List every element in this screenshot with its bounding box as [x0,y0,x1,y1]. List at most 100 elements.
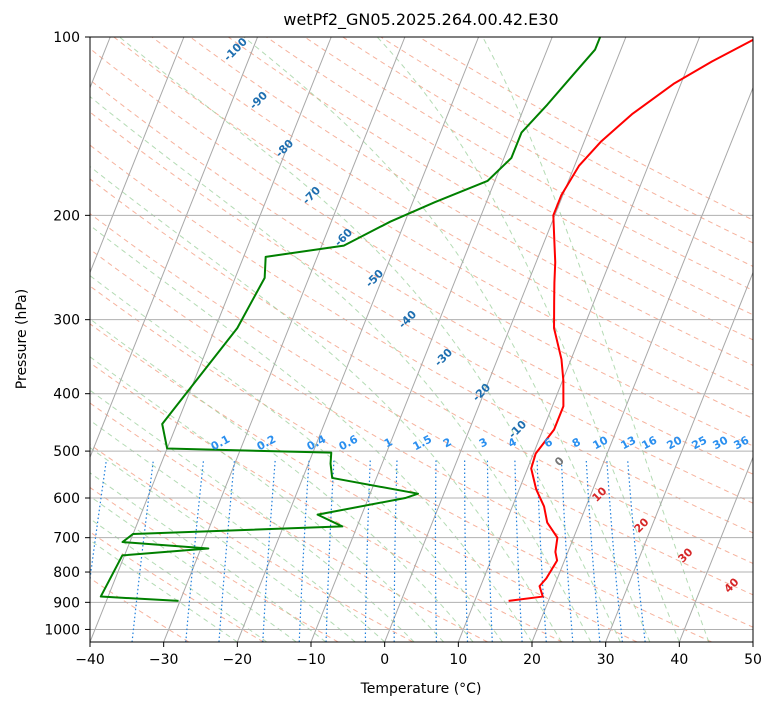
plot-frame [89,36,754,643]
mixing-ratio-label: 0.2 [255,433,278,454]
dry-adiabat-line [90,531,264,642]
isotherm-line [752,640,753,642]
dry-adiabat-line [90,285,712,642]
mixing-ratio-line [90,460,107,584]
y-tick-label: 600 [53,491,80,507]
moist-adiabat-line [243,37,651,642]
isotherm-line [90,37,185,274]
dry-adiabat-line [90,213,753,596]
adiabat-label: -60 [332,226,355,249]
mixing-ratio-line [364,460,371,642]
x-tick-label: 10 [449,652,467,668]
x-tick-label: −10 [296,652,326,668]
y-tick-label: 200 [53,208,80,224]
chart-title: wetPf2_GN05.2025.264.00.42.E30 [283,10,558,30]
isotherm-line [605,271,753,642]
adiabat-label: -50 [363,267,386,290]
mixing-ratio-line [486,460,493,642]
dry-adiabat-line [90,248,753,628]
dry-adiabat-line [418,37,753,221]
x-tick-label: 20 [523,652,541,668]
mixing-ratio-line [325,460,335,642]
y-tick-label: 500 [53,444,80,460]
dry-adiabat-line [113,37,753,420]
axes-layer: 0.1 0.2 0.4 0.6 1 1.5 2 3 4 6 8 10 13 16 20 25 30 36-100-… [44,30,762,668]
dry-adiabat-line [90,47,753,447]
isotherm-line [310,37,553,642]
moist-adiabat-line [90,447,356,642]
mixing-ratio-label: 10 [591,433,611,452]
x-tick-label: 0 [380,652,389,668]
adiabat-label: -40 [396,308,419,331]
dry-adiabat-line [266,37,753,316]
mixing-ratio-label: 6 [542,435,555,450]
adiabat-label: 0 [552,454,567,469]
x-tick-label: −40 [75,652,105,668]
x-tick-label: 30 [597,652,615,668]
adiabat-label: -80 [273,137,296,160]
dry-adiabat-line [342,37,753,267]
isotherm-line [457,37,701,642]
y-tick-label: 800 [53,565,80,581]
moist-adiabat-line [90,275,503,642]
y-tick-label: 300 [53,313,80,329]
series-layer [99,37,753,602]
dry-adiabat-line [90,362,563,642]
plot-area [89,36,754,643]
mixing-ratio-label: 30 [711,433,731,452]
y-tick-label: 400 [53,387,80,403]
adiabat-label: -20 [470,381,493,404]
moist-adiabat-line [90,518,268,642]
adiabat-label: -90 [247,89,270,112]
x-tick-label: 40 [670,652,688,668]
dry-adiabat-line [90,178,753,564]
dry-adiabat-line [90,79,753,475]
mixing-ratio-label: 0.6 [337,432,361,453]
mixing-ratio-label: 25 [690,434,710,453]
x-tick-label: 50 [744,652,762,668]
isotherm-line [90,37,332,642]
adiabat-label: -30 [432,346,455,369]
adiabat-label: 30 [676,545,696,565]
y-tick-label: 100 [53,30,80,46]
moist-adiabat-line [119,37,621,642]
mixing-ratio-label: 0.4 [305,432,329,453]
mixing-ratio-label: 3 [477,435,490,450]
adiabat-label: 20 [632,515,652,535]
mixing-ratio-label: 36 [732,433,752,452]
dry-adiabat-line [90,443,414,642]
mixing-ratio-line [185,460,205,642]
x-axis-label: Temperature (°C) [360,681,482,697]
adiabat-label: 40 [722,575,742,595]
mixing-ratio-line [131,460,154,642]
isotherm-line [236,37,480,642]
isotherm-line [531,86,753,642]
mixing-ratio-label: 13 [619,434,639,453]
isotherm-line [90,37,259,459]
moist-adiabat-line [90,472,327,642]
dry-adiabat-line [304,37,753,291]
dry-adiabat-line [90,323,638,642]
moist-adiabat-line [90,356,444,642]
isotherm-line [678,455,753,642]
isotherm-line [384,37,627,642]
dewpoint-profile-line [99,37,602,602]
y-axis-label: Pressure (hPa) [14,289,30,389]
y-tick-label: 1000 [44,622,80,638]
mixing-ratio-line [514,460,523,642]
mixing-ratio-label: 2 [441,435,454,450]
y-tick-label: 700 [53,531,80,547]
moist-adiabat-line [90,389,415,642]
dry-adiabat-line [90,111,753,504]
mixing-ratio-line [627,460,646,642]
moist-adiabat-line [482,37,710,642]
moist-adiabat-line [376,37,680,642]
mixing-ratio-line [298,460,310,642]
mixing-ratio-label: 20 [665,433,685,452]
adiabat-label: 10 [590,484,610,504]
dry-adiabat-line [380,37,753,244]
moist-adiabat-line [90,419,386,642]
dry-adiabat-line [90,402,488,642]
